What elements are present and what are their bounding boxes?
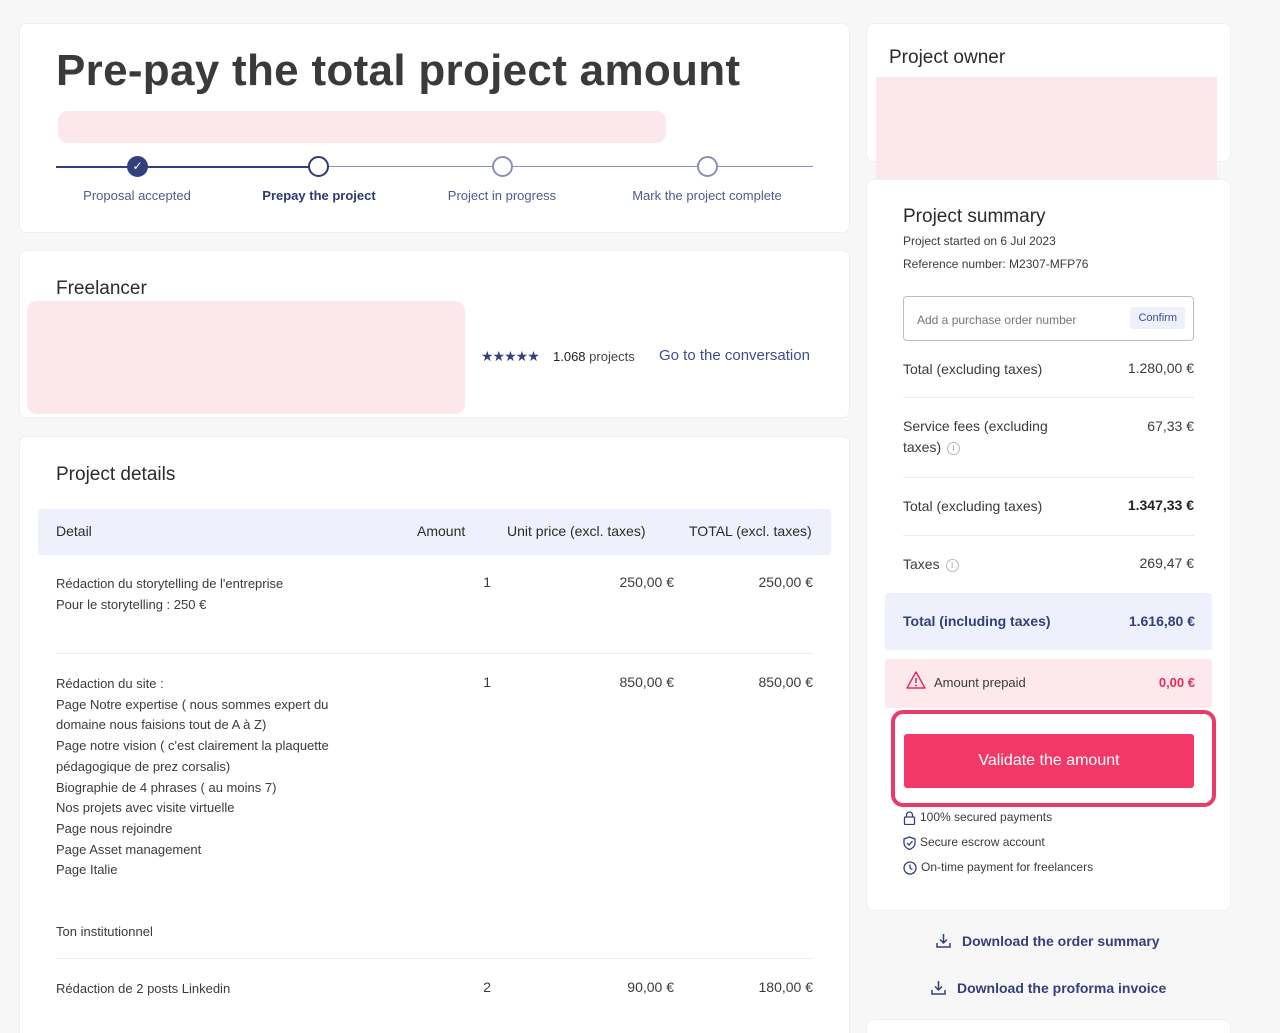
feature-label: Secure escrow account: [920, 835, 1045, 849]
download-order-summary-link[interactable]: Download the order summary: [935, 932, 1160, 949]
confirm-po-button[interactable]: Confirm: [1130, 307, 1185, 329]
row-unit-price: 90,00 €: [627, 979, 674, 995]
step-1-check-icon: ✓: [127, 156, 148, 177]
freelancer-title: Freelancer: [56, 278, 147, 299]
row-total: 250,00 €: [758, 574, 814, 590]
column-unit-price: Unit price (excl. taxes): [507, 523, 646, 539]
step-1-label: Proposal accepted: [83, 188, 191, 203]
row-amount: 1: [483, 674, 491, 690]
redacted-freelancer-profile[interactable]: [27, 301, 465, 414]
summary-line-label: Taxes i: [903, 554, 959, 575]
summary-line: Total (excluding taxes) 1.347,33 €: [903, 478, 1194, 536]
table-row: Rédaction de 2 posts Linkedin 2 90,00 € …: [56, 959, 813, 1017]
header-card: Pre-pay the total project amount ✓ Propo…: [20, 24, 849, 232]
service-fees-label: Service fees (excluding taxes): [903, 418, 1048, 455]
row-detail: Rédaction du site : Page Notre expertise…: [56, 676, 329, 940]
row-amount: 1: [483, 574, 491, 590]
progress-stepper: ✓ Proposal accepted Prepay the project P…: [56, 156, 813, 216]
validate-highlight-outline: [891, 710, 1216, 807]
table-row: Rédaction du storytelling de l'entrepris…: [56, 555, 813, 654]
download-proforma-invoice-label: Download the proforma invoice: [957, 980, 1167, 996]
row-total: 850,00 €: [758, 674, 814, 690]
projects-count-label: projects: [589, 349, 635, 364]
summary-line: Service fees (excluding taxes) i 67,33 €: [903, 398, 1194, 478]
download-proforma-invoice-link[interactable]: Download the proforma invoice: [930, 979, 1166, 996]
column-detail: Detail: [56, 523, 92, 539]
feature-on-time-payment: On-time payment for freelancers: [903, 860, 1093, 875]
page-title: Pre-pay the total project amount: [56, 46, 741, 95]
shield-check-icon: [903, 836, 916, 851]
projects-count: 1.068 projects: [553, 349, 635, 364]
row-unit-price: 850,00 €: [619, 674, 675, 690]
step-2-label: Prepay the project: [262, 188, 376, 203]
summary-line-value: 1.347,33 €: [1127, 497, 1194, 513]
feature-escrow-account: Secure escrow account: [903, 835, 1045, 851]
feature-label: 100% secured payments: [920, 810, 1053, 824]
validate-amount-button[interactable]: Validate the amount: [904, 734, 1194, 788]
column-total: TOTAL (excl. taxes): [689, 523, 812, 539]
summary-line-value: 269,47 €: [1139, 555, 1195, 571]
step-2-dot: [308, 156, 329, 177]
table-row: Rédaction du site : Page Notre expertise…: [56, 654, 813, 959]
project-started-date: Project started on 6 Jul 2023: [903, 234, 1056, 248]
row-total: 180,00 €: [758, 979, 814, 995]
freelancer-card: Freelancer ★★★★★ 1.068 projects Go to th…: [20, 251, 849, 417]
amount-prepaid-label: Amount prepaid: [934, 675, 1026, 690]
step-3-label: Project in progress: [447, 188, 557, 203]
redacted-project-title: [58, 111, 666, 143]
feature-label: On-time payment for freelancers: [921, 860, 1094, 874]
project-owner-title: Project owner: [889, 47, 1006, 68]
row-detail: Rédaction du storytelling de l'entrepris…: [56, 576, 284, 612]
summary-line: Taxes i 269,47 €: [903, 536, 1194, 594]
amount-prepaid-value: 0,00 €: [1158, 675, 1195, 690]
info-icon[interactable]: i: [947, 441, 961, 455]
summary-line-label: Service fees (excluding taxes) i: [903, 416, 1073, 458]
stepper-line-pending: [318, 166, 813, 167]
clock-icon: [903, 861, 917, 875]
total-including-taxes-value: 1.616,80 €: [1128, 613, 1195, 629]
summary-line: Total (excluding taxes) 1.280,00 €: [903, 340, 1194, 398]
download-icon: [936, 934, 951, 948]
warning-icon: [906, 671, 926, 689]
step-4-dot: [697, 156, 718, 177]
download-icon: [931, 981, 946, 995]
row-unit-price: 250,00 €: [619, 574, 675, 590]
project-summary-card: Project summary Project started on 6 Jul…: [867, 180, 1230, 910]
total-including-taxes-label: Total (including taxes): [903, 613, 1051, 629]
lock-icon: [903, 811, 916, 825]
summary-line-label: Total (excluding taxes): [903, 361, 1043, 377]
step-4-label: Mark the project complete: [632, 188, 782, 203]
feature-secured-payments: 100% secured payments: [903, 810, 1052, 825]
stepper-line-done: [56, 166, 318, 168]
info-icon[interactable]: i: [945, 558, 959, 572]
summary-line-label: Total (excluding taxes): [903, 498, 1043, 514]
purchase-order-field[interactable]: Confirm: [903, 296, 1194, 341]
row-amount: 2: [483, 979, 491, 995]
next-card-partial: [867, 1020, 1230, 1033]
summary-line-value: 1.280,00 €: [1127, 360, 1194, 376]
reference-number: Reference number: M2307-MFP76: [903, 257, 1089, 271]
project-summary-title: Project summary: [903, 206, 1046, 227]
step-3-dot: [492, 156, 513, 177]
download-order-summary-label: Download the order summary: [962, 933, 1160, 949]
amount-prepaid: Amount prepaid 0,00 €: [885, 659, 1212, 708]
summary-line-value: 67,33 €: [1147, 418, 1194, 434]
purchase-order-input[interactable]: [917, 313, 1107, 327]
rating-stars-icon: ★★★★★: [481, 348, 540, 364]
project-details-card: Project details Detail Amount Unit price…: [20, 437, 849, 1033]
total-including-taxes: Total (including taxes) 1.616,80 €: [885, 593, 1212, 650]
project-details-title: Project details: [56, 464, 176, 485]
projects-count-value: 1.068: [553, 349, 586, 364]
redacted-owner-profile: [876, 77, 1217, 192]
table-header: Detail Amount Unit price (excl. taxes) T…: [38, 509, 831, 555]
go-to-conversation-link[interactable]: Go to the conversation: [659, 347, 810, 364]
column-amount: Amount: [417, 523, 466, 539]
row-detail: Rédaction de 2 posts Linkedin: [56, 981, 231, 996]
taxes-label: Taxes: [903, 556, 940, 572]
